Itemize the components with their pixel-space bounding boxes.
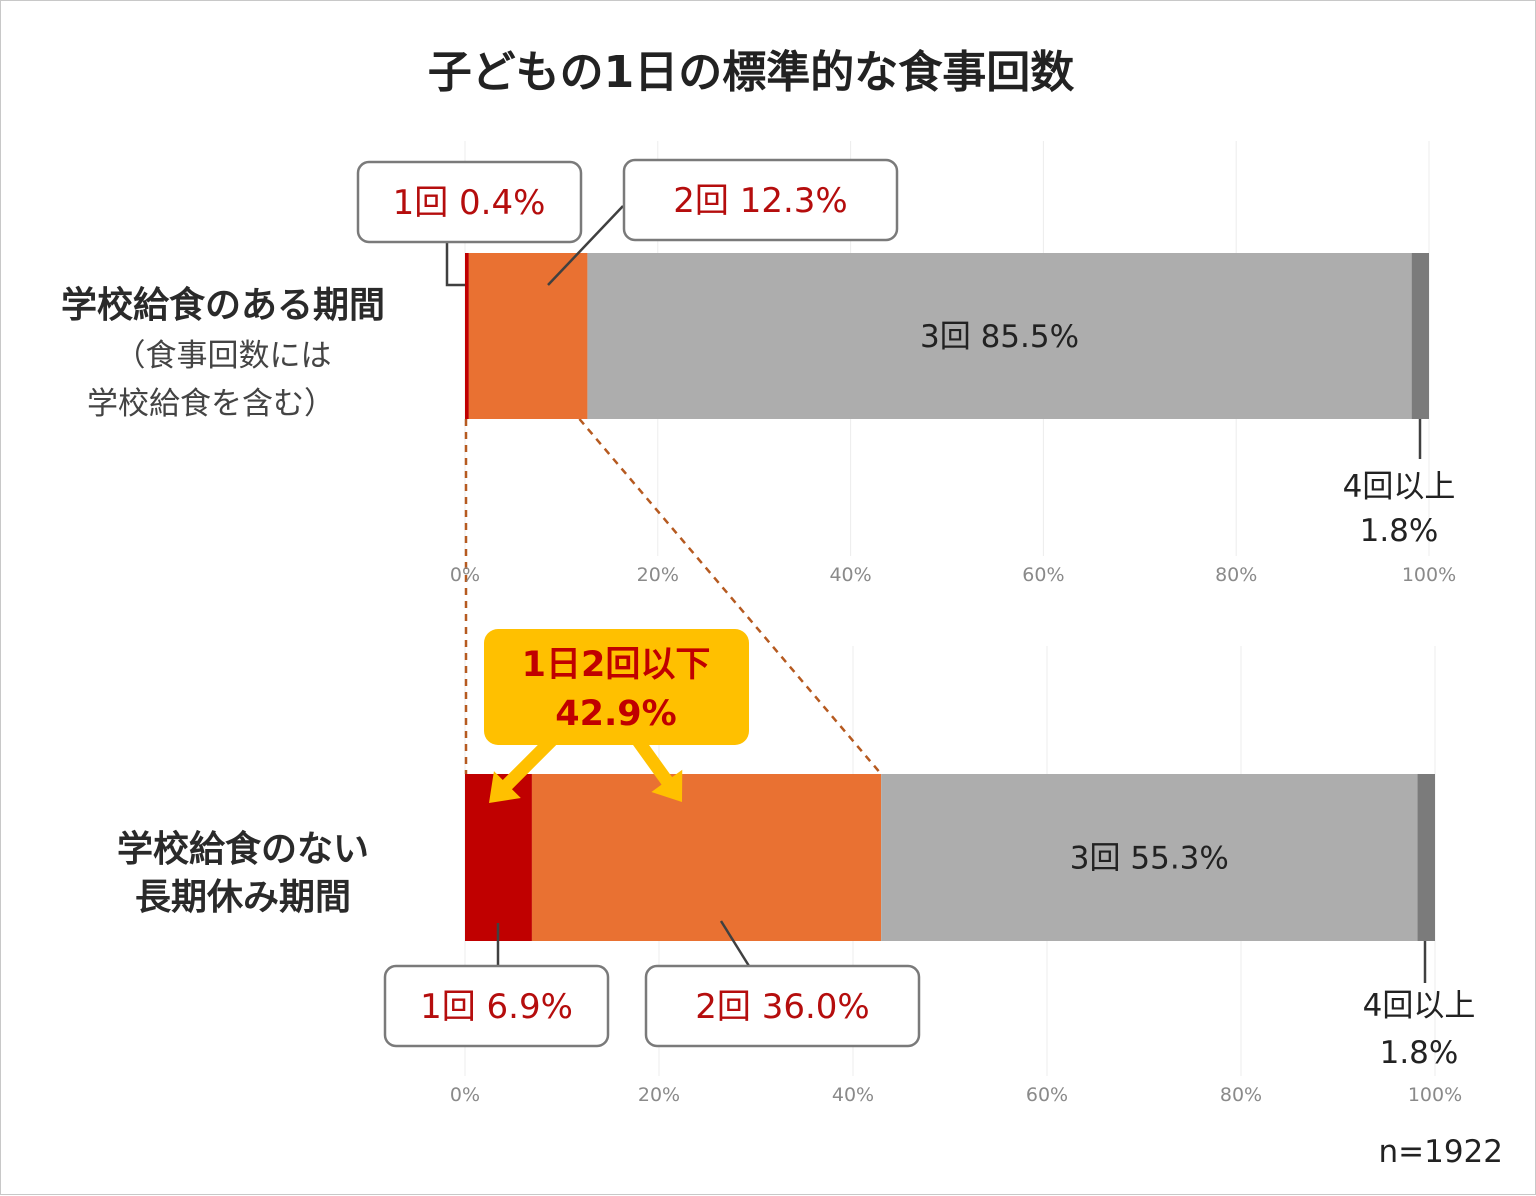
bar-segment-2-four-plus <box>1417 774 1435 941</box>
segment-label-2-three: 3回 55.3% <box>1070 841 1229 877</box>
x-tick-label-2-0: 0% <box>450 1084 480 1106</box>
label-layer: 0% 20% 40% 60% 80% 100% 0% 20% 40% 60% 80% 100% 1回 0… <box>356 158 1476 1106</box>
chart-title: 子どもの1日の標準的な食事回数 <box>428 47 1075 98</box>
bar-segment-1-three <box>587 253 1412 419</box>
x-tick-label-2-3: 60% <box>1026 1084 1068 1106</box>
category-label-school-lunch: 学校給食のある期間 <box>61 284 385 326</box>
bar-segment-1-twice <box>468 253 588 419</box>
x-tick-label-1-0: 0% <box>450 564 480 586</box>
category-note-line-1: （食事回数には <box>115 338 332 374</box>
callout-1-2-label: 2回 12.3% <box>673 181 847 221</box>
x-tick-label-2-2: 40% <box>832 1084 874 1106</box>
x-tick-label-1-2: 40% <box>829 564 871 586</box>
callout-1-1-leader <box>445 241 465 287</box>
callout-2-2-label: 2回 36.0% <box>695 987 869 1027</box>
segment-label-1-three: 3回 85.5% <box>920 319 1079 355</box>
category-label-no-lunch-line-2: 長期休み期間 <box>135 877 351 918</box>
four-plus-label-1-line-1: 4回以上 <box>1343 469 1456 505</box>
highlight-text-line-2: 42.9% <box>555 694 676 734</box>
bar-segment-1-four-plus <box>1411 253 1429 419</box>
callout-2-1-box <box>383 964 610 1048</box>
callout-2-2-leader <box>719 920 751 967</box>
callout-1-1-box <box>356 160 583 244</box>
bar-segment-2-three <box>881 774 1418 941</box>
category-note-line-2: 学校給食を含む） <box>87 386 335 422</box>
bar-segment-1-once <box>465 253 469 419</box>
four-plus-label-1-line-2: 1.8% <box>1360 513 1439 549</box>
highlight-arrow-right <box>625 727 683 802</box>
callout-1-1-label: 1回 0.4% <box>393 183 546 223</box>
sample-size-note: n=1922 <box>1378 1134 1503 1170</box>
x-tick-label-1-5: 100% <box>1402 564 1456 586</box>
bar-segment-2-twice <box>531 774 882 941</box>
x-tick-label-2-1: 20% <box>638 1084 680 1106</box>
highlight-text-line-1: 1日2回以下 <box>522 645 711 685</box>
x-tick-label-1-3: 60% <box>1022 564 1064 586</box>
x-tick-label-1-4: 80% <box>1215 564 1257 586</box>
x-tick-label-2-4: 80% <box>1220 1084 1262 1106</box>
callout-2-1-label: 1回 6.9% <box>420 987 573 1027</box>
highlight-arrow-left <box>489 726 566 803</box>
highlight-box <box>484 629 749 745</box>
bar-segment-2-once <box>465 774 532 941</box>
callout-1-2-leader <box>547 205 624 286</box>
highlight-callout: 1日2回以下 42.9% <box>484 629 749 803</box>
callout-1-2-box <box>622 158 899 242</box>
four-plus-label-2-line-1: 4回以上 <box>1363 988 1476 1024</box>
four-plus-label-2-line-2: 1.8% <box>1380 1035 1459 1071</box>
category-label-no-lunch-line-1: 学校給食のない <box>117 828 369 870</box>
x-tick-label-2-5: 100% <box>1408 1084 1462 1106</box>
callout-2-2-box <box>644 964 921 1048</box>
bar-layer <box>465 253 1435 941</box>
x-tick-label-1-1: 20% <box>637 564 679 586</box>
